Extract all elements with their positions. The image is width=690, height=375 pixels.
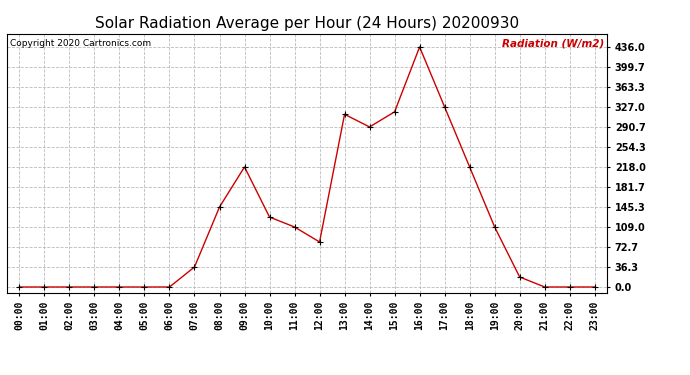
Text: Copyright 2020 Cartronics.com: Copyright 2020 Cartronics.com (10, 39, 151, 48)
Text: Radiation (W/m2): Radiation (W/m2) (502, 39, 604, 49)
Title: Solar Radiation Average per Hour (24 Hours) 20200930: Solar Radiation Average per Hour (24 Hou… (95, 16, 519, 31)
